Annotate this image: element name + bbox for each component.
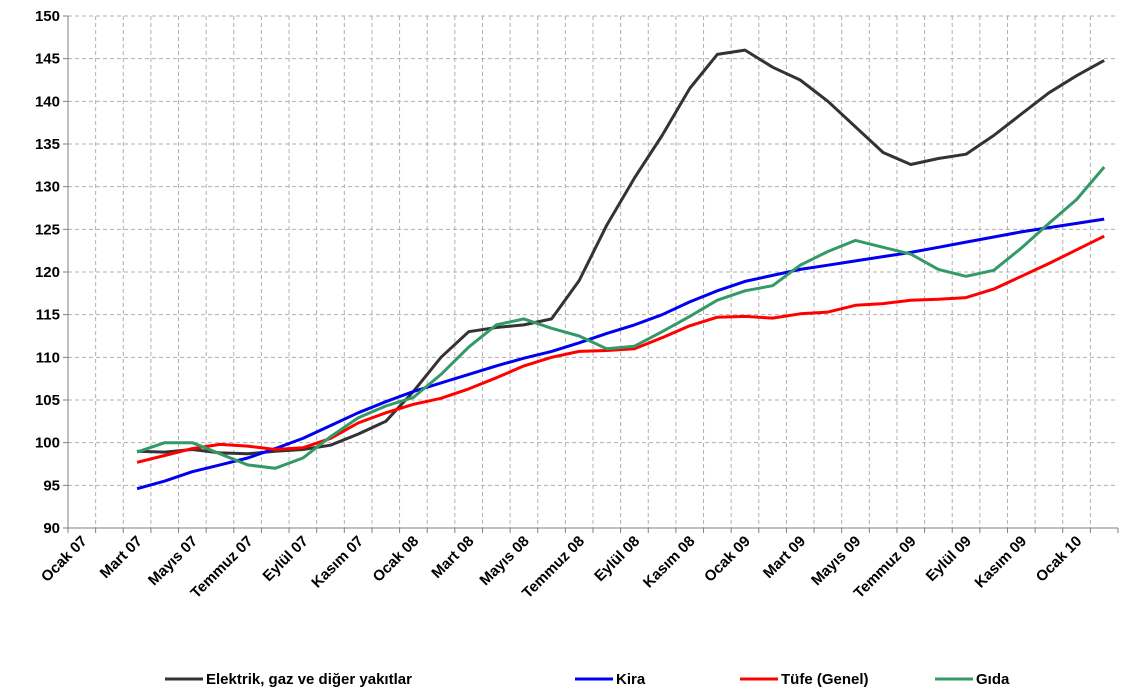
x-tick-label: Mart 07 (97, 533, 146, 582)
y-tick-label: 95 (43, 477, 60, 494)
legend-label: Elektrik, gaz ve diğer yakıtlar (206, 671, 412, 688)
x-tick-label: Ocak 07 (38, 533, 91, 586)
legend-label: Kira (616, 671, 646, 688)
y-tick-label: 140 (35, 93, 60, 110)
series-line (136, 217, 1105, 491)
y-tick-label: 105 (35, 392, 60, 409)
x-tick-label: Mayıs 08 (477, 533, 533, 589)
x-tick-label: Mart 09 (760, 533, 809, 582)
y-tick-label: 110 (36, 349, 60, 366)
x-tick-label: Eylül 07 (260, 533, 312, 585)
x-tick-label: Ocak 08 (370, 533, 423, 586)
y-tick-label: 115 (36, 307, 60, 324)
x-tick-label: Kasım 09 (972, 533, 1031, 592)
x-tick-label: Kasım 07 (308, 533, 367, 592)
x-tick-label: Mart 08 (428, 533, 477, 582)
y-tick-label: 100 (35, 435, 60, 452)
x-tick-label: Mayıs 07 (145, 533, 201, 589)
series-line (136, 234, 1105, 464)
x-tick-label: Ocak 09 (701, 533, 754, 586)
x-tick-label: Eylül 09 (923, 533, 975, 585)
y-tick-label: 125 (35, 221, 60, 238)
x-tick-label: Kasım 08 (640, 533, 699, 592)
y-tick-label: 135 (35, 136, 60, 153)
x-tick-label: Mayıs 09 (808, 533, 864, 589)
y-tick-label: 150 (35, 8, 60, 25)
y-tick-label: 90 (43, 520, 60, 537)
legend-label: Gıda (976, 671, 1010, 688)
legend-label: Tüfe (Genel) (781, 671, 869, 688)
x-tick-label: Eylül 08 (591, 533, 643, 585)
x-tick-label: Ocak 10 (1033, 533, 1086, 586)
y-tick-label: 145 (35, 51, 60, 68)
series-line (136, 166, 1106, 470)
series-line (137, 48, 1105, 456)
y-tick-label: 130 (35, 179, 60, 196)
y-tick-label: 120 (35, 264, 60, 281)
